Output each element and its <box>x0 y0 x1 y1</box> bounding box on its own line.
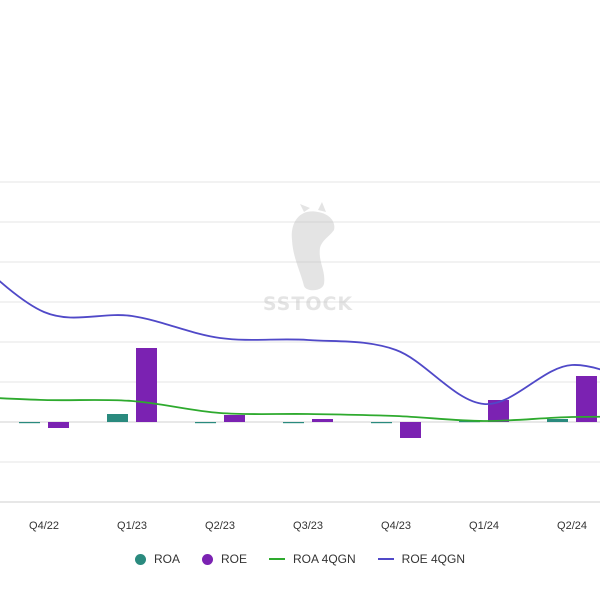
bars <box>19 348 597 438</box>
x-tick-label: Q1/24 <box>469 520 499 532</box>
gridlines <box>0 181 600 503</box>
bar-roa <box>459 421 480 423</box>
bar-roe <box>488 400 509 422</box>
legend-label-roa: ROA <box>153 552 180 566</box>
bar-roa <box>195 422 216 424</box>
x-tick-label: Q2/23 <box>205 520 235 532</box>
legend-label-roe: ROE <box>220 552 247 566</box>
x-axis-ticks: Q4/22 Q1/23 Q2/23 Q3/23 Q4/23 Q1/24 Q2/24 <box>29 520 587 532</box>
legend-item-roa[interactable]: ROA <box>134 552 180 566</box>
bar-roe <box>400 422 421 438</box>
watermark-text: SSTOCK <box>263 293 354 315</box>
legend-label-roe-4qgn: ROE 4QGN <box>401 552 466 566</box>
x-tick-label: Q2/24 <box>557 520 587 532</box>
x-tick-label: Q4/22 <box>29 520 59 532</box>
series-line-roa-4qgn <box>0 397 600 422</box>
legend-dot-roe <box>201 553 213 565</box>
legend: ROA ROE ROA 4QGN ROE 4QGN <box>0 548 600 570</box>
bar-roe <box>576 376 597 422</box>
x-tick-label: Q1/23 <box>117 520 147 532</box>
legend-item-roe-4qgn[interactable]: ROE 4QGN <box>377 552 466 566</box>
bar-roa <box>19 422 40 424</box>
legend-label-roa-4qgn: ROA 4QGN <box>292 552 356 566</box>
bar-roa <box>547 419 568 422</box>
legend-item-roa-4qgn[interactable]: ROA 4QGN <box>268 552 356 566</box>
bar-roe <box>48 422 69 428</box>
legend-dot-roa <box>134 553 146 565</box>
horse-head-icon <box>291 202 335 291</box>
legend-line-roa-4qgn <box>268 558 285 560</box>
series-lines <box>0 280 600 422</box>
series-line-roe-4qgn <box>0 280 600 405</box>
x-tick-label: Q4/23 <box>381 520 411 532</box>
bar-roe <box>312 419 333 422</box>
bar-roa <box>371 422 392 424</box>
watermark: SSTOCK <box>263 202 354 315</box>
x-tick-label: Q3/23 <box>293 520 323 532</box>
legend-item-roe[interactable]: ROE <box>201 552 247 566</box>
bar-roa <box>283 422 304 424</box>
bar-roe <box>136 348 157 422</box>
legend-line-roe-4qgn <box>377 558 394 560</box>
bar-roe <box>224 415 245 422</box>
bar-roa <box>107 414 128 422</box>
